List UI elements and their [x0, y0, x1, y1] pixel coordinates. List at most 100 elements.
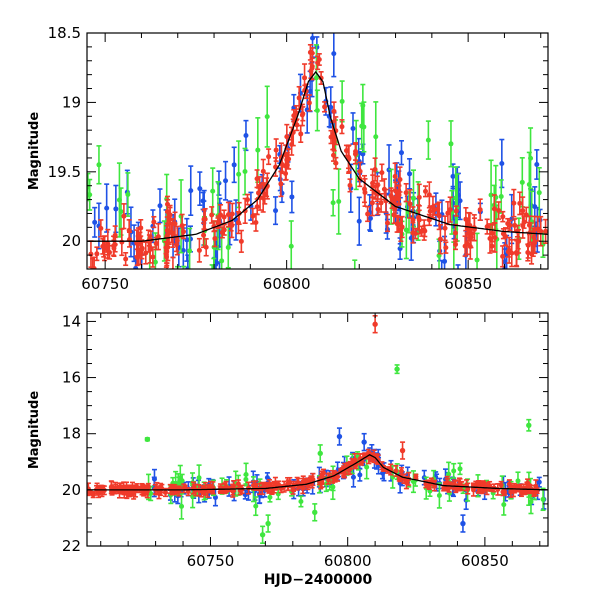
outlier-point-green [312, 503, 318, 522]
data-point-green [410, 470, 416, 494]
data-point-red [333, 156, 339, 170]
data-point-green [330, 189, 336, 217]
data-point-red [94, 246, 100, 262]
data-point-red [525, 243, 531, 262]
data-point-blue [104, 183, 110, 233]
y-tick-label: 20 [62, 481, 81, 499]
data-point-red [212, 229, 218, 248]
data-point-blue [289, 180, 295, 214]
data-point-red [300, 106, 306, 122]
data-point-blue [331, 33, 337, 78]
data-point-green [474, 232, 480, 269]
data-point-blue [188, 165, 194, 217]
data-point-red [302, 63, 308, 93]
data-point-red [435, 202, 441, 216]
data-point-blue [92, 206, 98, 238]
data-point-green [175, 265, 181, 269]
data-point-red [253, 213, 259, 232]
top-panel: 60750 60800 60850 18.5 19 19.5 20 Magnitude [27, 24, 549, 329]
bottom-panel-ylabel: Magnitude [27, 391, 42, 470]
outlier-point-red [399, 441, 406, 460]
outlier-point-green [265, 514, 271, 533]
outlier-point-blue [460, 514, 466, 533]
data-point-red [196, 237, 202, 263]
data-point-green [313, 44, 319, 112]
data-point-red [462, 235, 468, 257]
data-point-red [109, 480, 115, 493]
data-point-red [398, 467, 404, 476]
data-point-red [379, 163, 385, 182]
data-point-red [509, 239, 515, 268]
top-panel-model-curve [87, 70, 548, 242]
data-point-red [477, 198, 483, 222]
data-point-red [423, 185, 429, 198]
x-tick-label: 60850 [461, 552, 509, 570]
y-tick-label: 14 [62, 312, 81, 330]
y-tick-label: 16 [62, 369, 81, 387]
y-tick-label: 22 [62, 537, 81, 555]
data-point-red [225, 201, 231, 228]
data-point-red [392, 162, 398, 191]
data-point-green [187, 227, 193, 269]
data-point-blue [129, 275, 134, 296]
data-point-red [112, 236, 118, 253]
data-point-green [436, 482, 442, 509]
data-point-green [540, 487, 546, 512]
data-point-blue [534, 149, 540, 180]
data-point-green [179, 492, 185, 520]
data-point-red [328, 129, 334, 145]
data-point-red [339, 119, 345, 135]
data-point-red [322, 101, 328, 113]
y-tick-label: 19.5 [48, 163, 81, 181]
model-curve-line [87, 70, 548, 242]
data-point-red [421, 219, 427, 241]
y-tick-label: 18 [62, 425, 81, 443]
data-point-red [437, 223, 443, 255]
data-point-red [375, 203, 381, 216]
data-point-red [514, 239, 520, 268]
data-point-red [443, 241, 449, 254]
data-point-blue [223, 160, 229, 201]
data-point-red [156, 486, 162, 500]
data-point-red [453, 238, 459, 251]
bottom-panel-xlabel: HJD−2400000 [264, 572, 373, 588]
data-point-green [253, 496, 259, 517]
x-tick-label: 60750 [187, 552, 235, 570]
data-point-red [266, 148, 272, 166]
data-point-red [453, 205, 459, 217]
data-point-blue [157, 188, 163, 224]
data-point-red [307, 43, 313, 61]
data-point-red [403, 182, 409, 203]
data-point-red [394, 214, 400, 233]
data-point-red [215, 217, 221, 230]
data-point-red [235, 479, 241, 489]
data-point-green [498, 285, 503, 329]
bottom-panel-points [87, 315, 547, 544]
x-tick-label: 60850 [444, 275, 492, 293]
data-point-green [243, 474, 249, 485]
data-point-red [170, 218, 176, 248]
data-point-red [316, 53, 322, 66]
data-point-red [410, 221, 416, 244]
data-point-red [442, 215, 448, 242]
bottom-panel-ticks: 60750 60800 60850 14 16 18 20 22 [62, 312, 548, 570]
data-point-red [346, 144, 352, 173]
y-tick-label: 20 [62, 232, 81, 250]
data-point-green [125, 172, 131, 217]
data-point-green [359, 102, 365, 150]
data-point-red [496, 201, 502, 220]
data-point-red [290, 482, 296, 495]
data-point-red [266, 478, 272, 493]
data-point-green [288, 220, 294, 269]
data-point-blue [350, 112, 356, 145]
data-point-green [118, 187, 124, 236]
top-panel-frame [86, 32, 549, 270]
data-point-green [451, 462, 457, 479]
outlier-point-green [526, 418, 532, 432]
data-point-blue [243, 119, 249, 152]
data-point-red [393, 464, 399, 478]
bottom-panel: 60750 60800 60850 14 16 18 20 22 Magnitude HJD−… [27, 312, 549, 588]
data-point-red [492, 222, 498, 253]
data-point-green [526, 151, 532, 218]
data-point-red [471, 483, 477, 497]
